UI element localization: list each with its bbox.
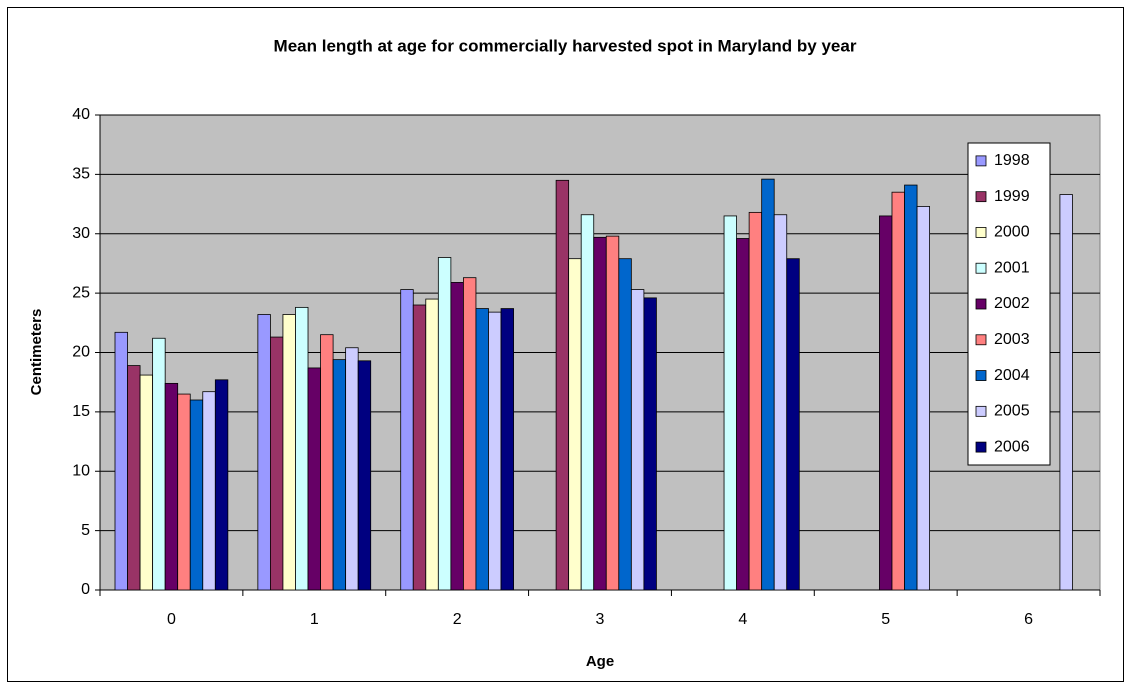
y-tick-label: 40 — [72, 106, 90, 123]
bar — [412, 304, 427, 591]
x-tick-label: 3 — [596, 611, 605, 628]
x-tick-label: 5 — [881, 611, 890, 628]
bar — [580, 214, 595, 591]
y-tick-label: 30 — [72, 225, 90, 242]
legend-label: 2002 — [994, 295, 1030, 312]
bar — [114, 331, 128, 591]
bar — [320, 334, 334, 591]
y-tick-label: 25 — [72, 284, 90, 301]
bar — [189, 399, 204, 591]
legend-swatch — [975, 370, 987, 381]
y-tick-label: 0 — [81, 581, 90, 598]
bar — [773, 214, 788, 591]
chart-title: Mean length at age for commercially harv… — [274, 36, 857, 55]
legend-label: 2004 — [994, 367, 1030, 384]
legend-label: 1999 — [994, 188, 1030, 205]
bar — [555, 179, 570, 591]
legend-swatch — [975, 334, 987, 346]
y-axis-label: Centimeters — [28, 309, 45, 396]
y-tick-label: 35 — [72, 166, 90, 183]
x-tick-label: 1 — [310, 611, 319, 628]
bar — [450, 282, 464, 591]
bar — [723, 215, 737, 591]
bar — [214, 379, 229, 591]
bar — [630, 289, 645, 591]
bar — [891, 191, 905, 591]
bar — [282, 314, 296, 591]
bar — [400, 289, 414, 591]
bar — [139, 374, 154, 591]
y-tick-label: 20 — [72, 344, 90, 361]
x-tick-label: 6 — [1024, 611, 1033, 628]
legend-swatch — [975, 191, 987, 203]
bar — [1059, 194, 1073, 591]
y-tick-label: 15 — [72, 403, 90, 420]
bar — [879, 215, 893, 591]
legend-label: 1998 — [994, 152, 1030, 169]
bar — [463, 277, 477, 591]
legend-swatch — [975, 405, 987, 417]
bar — [345, 347, 359, 591]
bar — [437, 257, 452, 591]
bar — [202, 391, 216, 591]
legend-label: 2000 — [994, 224, 1030, 241]
bar — [500, 308, 514, 591]
y-tick-label: 5 — [81, 522, 90, 539]
bar — [177, 393, 191, 591]
y-tick-label: 10 — [72, 462, 90, 479]
legend-swatch — [975, 298, 987, 310]
bar — [605, 235, 620, 591]
legend-label: 2003 — [994, 331, 1030, 348]
x-tick-label: 2 — [453, 611, 462, 628]
bar — [761, 178, 775, 591]
bar — [568, 258, 582, 591]
bar — [332, 359, 347, 591]
bar — [786, 258, 800, 591]
bar — [257, 314, 271, 591]
bar — [152, 337, 166, 591]
bar — [425, 298, 439, 591]
bar — [916, 206, 931, 591]
bar — [904, 184, 918, 591]
bar — [269, 336, 284, 591]
bar — [307, 367, 321, 591]
legend-swatch — [975, 441, 987, 453]
x-axis-label: Age — [586, 653, 614, 670]
bar — [357, 360, 372, 591]
legend-swatch — [975, 155, 987, 167]
bar — [748, 211, 763, 591]
bar — [475, 308, 489, 591]
bar — [488, 311, 502, 591]
legend-label: 2001 — [994, 259, 1030, 276]
bar — [618, 258, 632, 591]
bar — [593, 236, 607, 591]
bar — [736, 238, 750, 591]
legend-swatch — [975, 262, 987, 274]
legend-label: 2006 — [994, 438, 1030, 455]
bar — [127, 365, 141, 591]
bar — [164, 382, 179, 591]
x-tick-label: 4 — [738, 611, 747, 628]
bar — [295, 306, 309, 591]
legend-swatch — [975, 227, 987, 238]
x-tick-label: 0 — [167, 611, 176, 628]
bar — [643, 297, 657, 591]
legend-label: 2005 — [994, 403, 1030, 420]
